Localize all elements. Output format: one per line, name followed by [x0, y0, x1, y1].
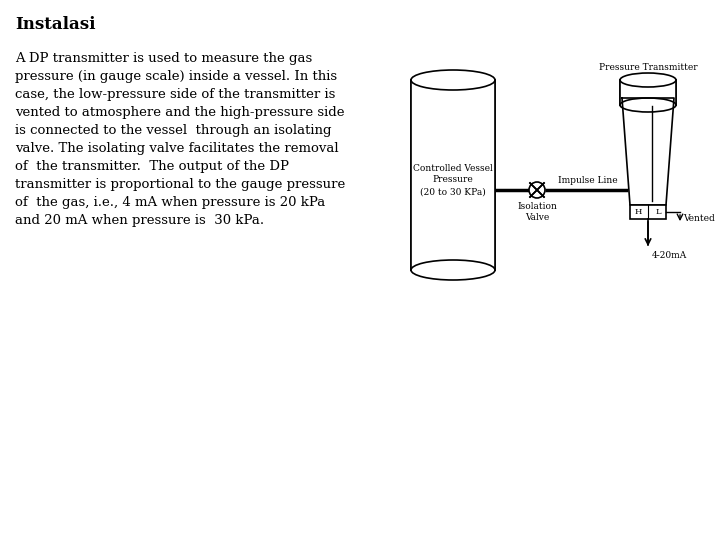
Ellipse shape [411, 260, 495, 280]
FancyBboxPatch shape [630, 205, 666, 219]
Text: Isolation
Valve: Isolation Valve [517, 202, 557, 222]
Text: A DP transmitter is used to measure the gas
pressure (in gauge scale) inside a v: A DP transmitter is used to measure the … [15, 52, 346, 227]
Text: H: H [634, 208, 642, 216]
FancyBboxPatch shape [411, 80, 495, 270]
Circle shape [529, 182, 545, 198]
Ellipse shape [620, 98, 676, 112]
FancyBboxPatch shape [620, 80, 676, 105]
Text: 4-20mA: 4-20mA [652, 251, 688, 260]
Text: Pressure Transmitter: Pressure Transmitter [599, 63, 697, 72]
Ellipse shape [620, 73, 676, 87]
Text: Impulse Line: Impulse Line [558, 176, 617, 185]
Text: L: L [655, 208, 661, 216]
Text: Controlled Vessel
Pressure
(20 to 30 KPa): Controlled Vessel Pressure (20 to 30 KPa… [413, 164, 493, 197]
Polygon shape [622, 98, 674, 205]
Text: Instalasi: Instalasi [15, 16, 96, 33]
Ellipse shape [411, 70, 495, 90]
Text: Vented: Vented [683, 214, 715, 223]
